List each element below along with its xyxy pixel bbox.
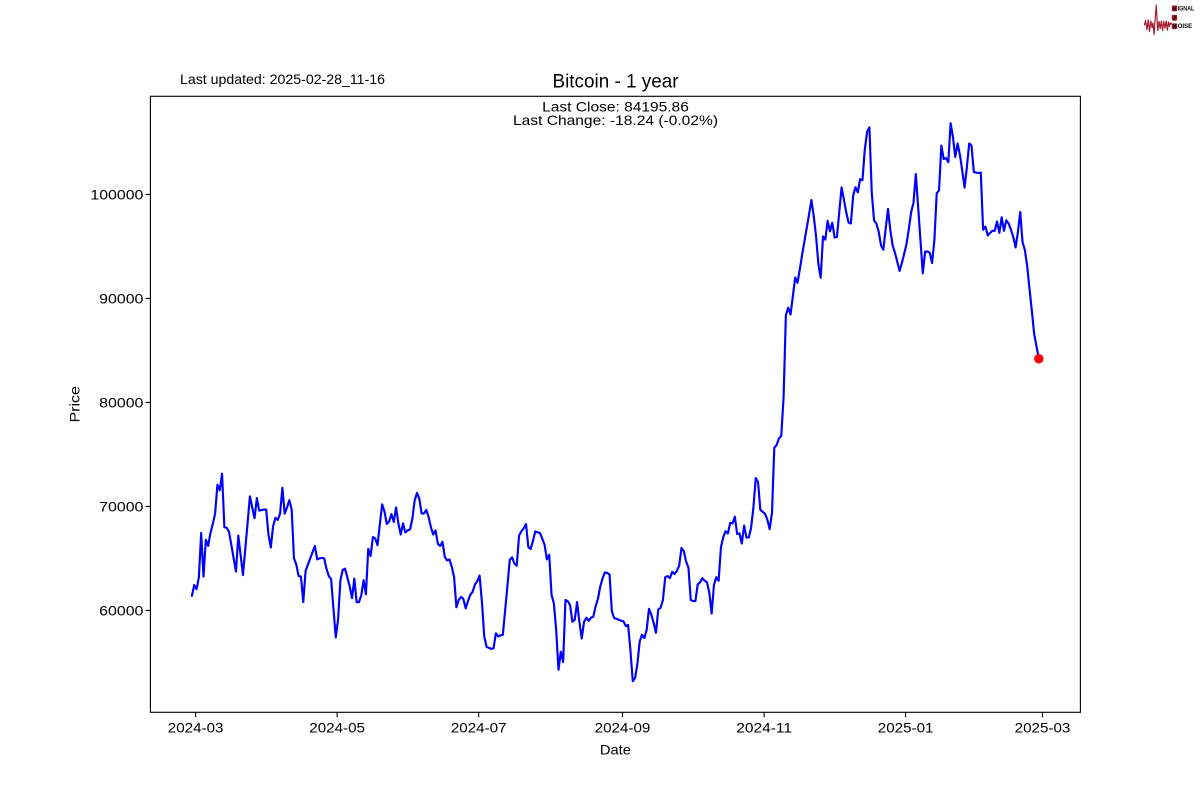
svg-text:60000: 60000 — [99, 602, 143, 618]
svg-text:2024-09: 2024-09 — [595, 720, 651, 736]
svg-text:90000: 90000 — [99, 290, 143, 306]
svg-text:70000: 70000 — [99, 498, 143, 514]
svg-text:2024-07: 2024-07 — [451, 720, 507, 736]
svg-text:IGNAL: IGNAL — [1178, 5, 1195, 12]
svg-text:Price: Price — [66, 386, 82, 423]
svg-text:Last Close: 84195.86: Last Close: 84195.86 — [542, 99, 689, 115]
svg-text:2024-11: 2024-11 — [736, 720, 792, 736]
svg-text:OISE: OISE — [1178, 23, 1193, 30]
svg-text:Bitcoin - 1 year: Bitcoin - 1 year — [553, 70, 679, 92]
svg-text:2024-03: 2024-03 — [168, 720, 224, 736]
svg-text:100000: 100000 — [90, 186, 143, 202]
svg-text:2024-05: 2024-05 — [309, 720, 365, 736]
svg-text:2025-01: 2025-01 — [878, 720, 934, 736]
svg-text:Last updated: 2025-02-28_11-16: Last updated: 2025-02-28_11-16 — [180, 71, 385, 87]
svg-text:Last Change: -18.24 (-0.02%): Last Change: -18.24 (-0.02%) — [513, 112, 718, 128]
svg-text:2025-03: 2025-03 — [1015, 720, 1071, 736]
svg-text:N: N — [1172, 24, 1176, 30]
svg-text:S: S — [1173, 6, 1177, 12]
svg-text:80000: 80000 — [99, 394, 143, 410]
svg-text:Date: Date — [600, 742, 631, 758]
svg-text:2: 2 — [1173, 16, 1176, 22]
